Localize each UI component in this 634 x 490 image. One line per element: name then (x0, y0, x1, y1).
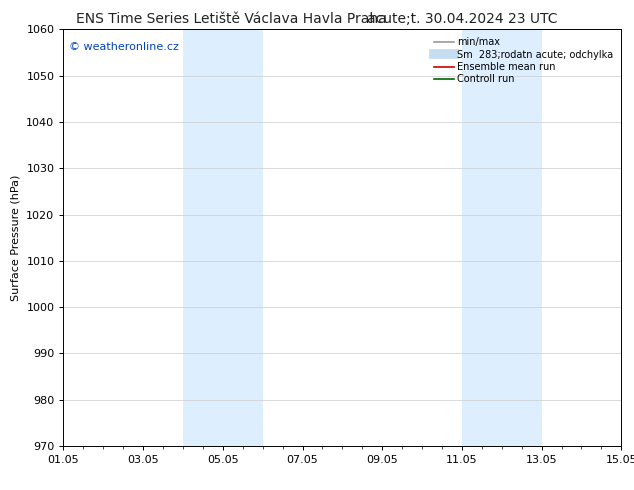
Text: ENS Time Series Letiště Václava Havla Praha: ENS Time Series Letiště Václava Havla Pr… (76, 12, 387, 26)
Bar (183, 29, 262, 446)
Text: © weatheronline.cz: © weatheronline.cz (69, 42, 179, 52)
Legend: min/max, Sm  283;rodatn acute; odchylka, Ensemble mean run, Controll run: min/max, Sm 283;rodatn acute; odchylka, … (431, 34, 616, 87)
Text: acute;t. 30.04.2024 23 UTC: acute;t. 30.04.2024 23 UTC (368, 12, 558, 26)
Y-axis label: Surface Pressure (hPa): Surface Pressure (hPa) (11, 174, 21, 301)
Bar (462, 29, 541, 446)
